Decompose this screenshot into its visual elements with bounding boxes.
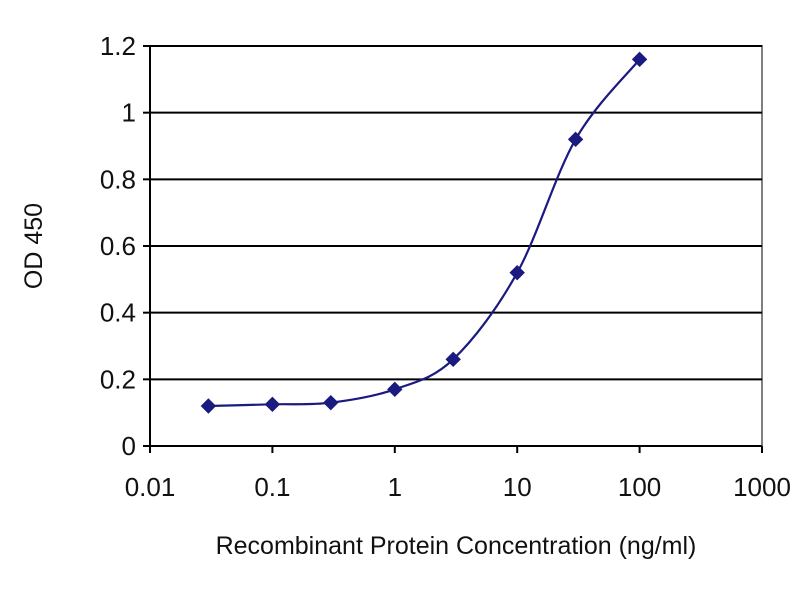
data-point xyxy=(567,131,584,148)
y-tick-label: 0 xyxy=(122,431,136,461)
y-axis-title: OD 450 xyxy=(20,203,48,289)
x-tick-label: 0.01 xyxy=(125,472,176,502)
gridlines xyxy=(150,45,762,381)
x-axis-title: Recombinant Protein Concentration (ng/ml… xyxy=(216,532,697,560)
x-tick-label: 0.1 xyxy=(254,472,290,502)
data-point xyxy=(631,51,648,68)
x-tick-label: 1000 xyxy=(733,472,791,502)
y-tick-label: 0.6 xyxy=(100,231,136,261)
data-point xyxy=(387,381,403,398)
y-tick-label: 0.2 xyxy=(100,364,136,394)
axes xyxy=(143,45,763,453)
y-tick-label: 1 xyxy=(122,98,136,128)
data-point xyxy=(445,351,461,368)
y-tick-label: 0.4 xyxy=(100,298,136,328)
y-tick-label: 1.2 xyxy=(100,31,136,61)
data-point xyxy=(323,394,339,411)
series-layer xyxy=(200,51,648,414)
x-tick-label: 100 xyxy=(618,472,661,502)
tick-labels: 0 0.2 0.4 0.6 0.8 1 1.2 0.01 0.1 1 10 100 1000 xyxy=(100,31,791,502)
data-point xyxy=(200,398,217,414)
x-tick-label: 10 xyxy=(503,472,532,502)
data-point xyxy=(264,396,281,413)
x-tick-label: 1 xyxy=(388,472,402,502)
y-tick-label: 0.8 xyxy=(100,164,136,194)
data-point xyxy=(509,264,525,281)
